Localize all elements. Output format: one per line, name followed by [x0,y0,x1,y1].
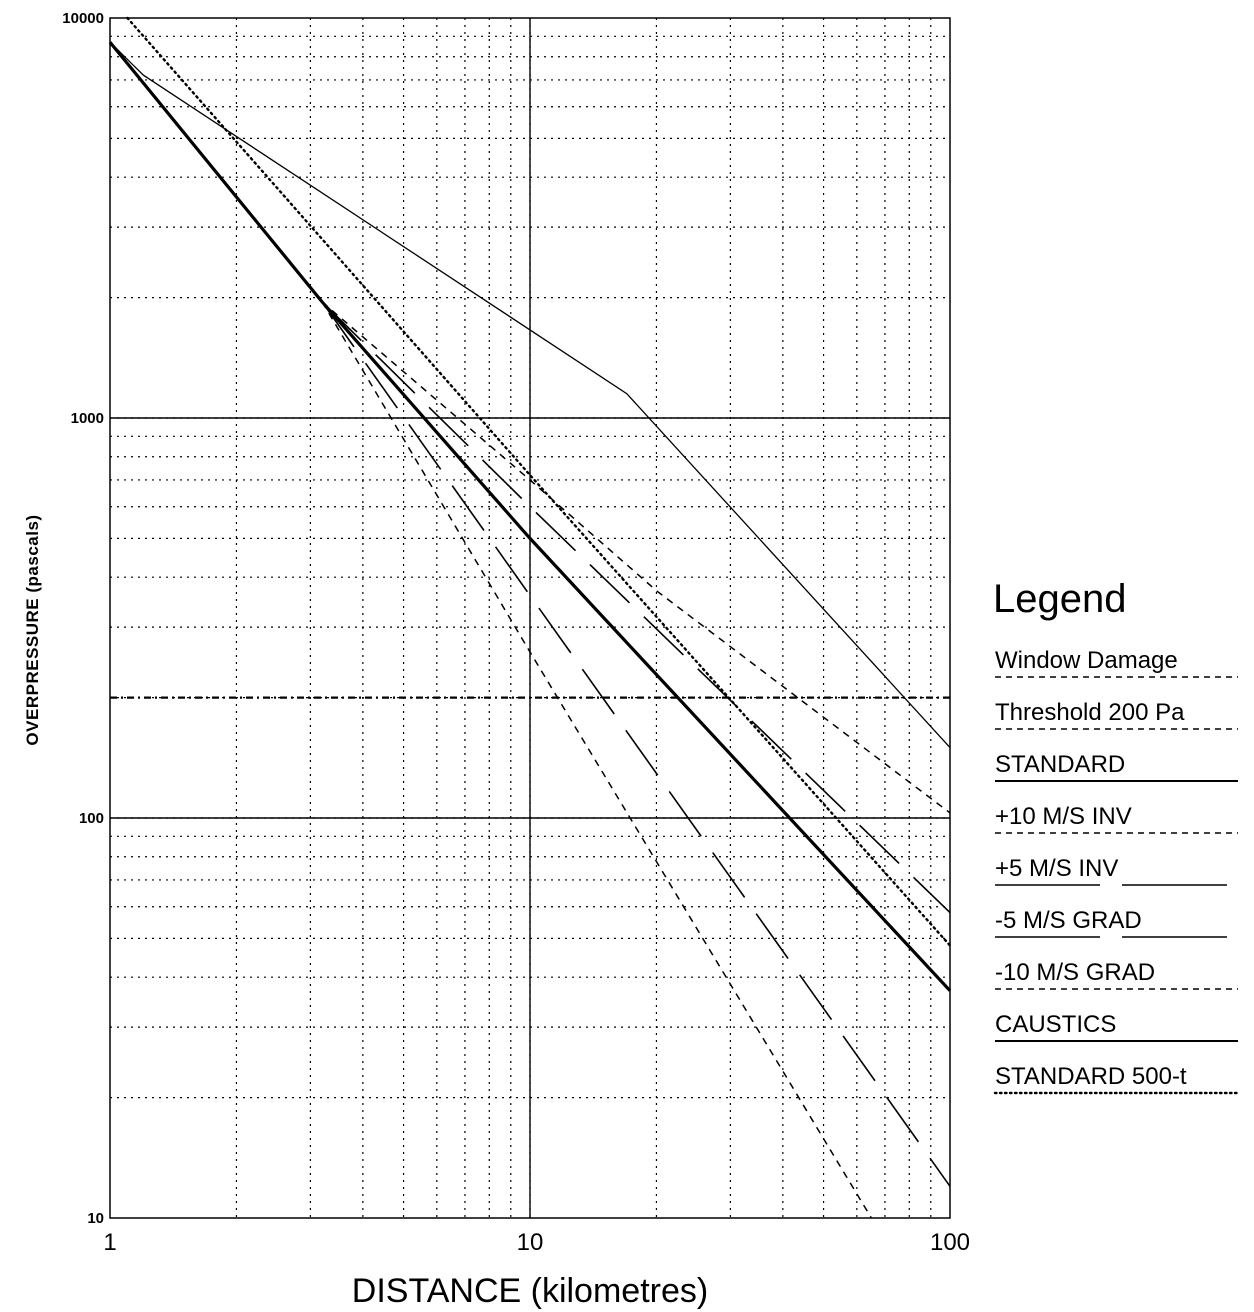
legend-title: Legend [993,577,1126,621]
series-line-6 [321,301,873,1219]
x-tick-label: 1 [103,1229,116,1256]
legend-entry-label: -10 M/S GRAD [995,959,1155,986]
legend-entry-label: STANDARD 500-t [995,1063,1187,1090]
legend-entries: Window Damage Threshold 200 Pa STANDARD +10… [993,647,1238,1095]
legend-entry-label: +5 M/S INV [995,855,1118,882]
plot-frame [109,17,951,1219]
legend-entry-label: CAUSTICS [995,1011,1116,1038]
series-line-3 [321,301,951,814]
legend-entry-label: Window Damage [995,647,1178,674]
y-tick-label: 100 [79,810,104,827]
y-tick-label: 10000 [62,10,104,27]
y-tick-label: 1000 [71,410,104,427]
x-axis-label: DISTANCE (kilometres) [352,1272,708,1310]
series-line-4 [321,301,951,914]
series-line-7 [109,41,951,749]
series-layer [108,16,952,1219]
legend-entry-label: +10 M/S INV [995,803,1132,830]
series-line-5 [321,301,951,1187]
legend-entry-label: STANDARD [995,751,1125,778]
x-tick-label: 10 [517,1229,544,1256]
legend: Legend Window Damage Threshold 200 Pa STAN… [993,577,1238,1095]
legend-entry-label: Threshold 200 Pa [995,699,1185,726]
y-axis-label: OVERPRESSURE (pascals) [23,514,42,745]
series-line-2 [108,41,952,992]
legend-entry-label: -5 M/S GRAD [995,907,1142,934]
x-tick-label: 100 [930,1229,970,1256]
axis-ticks: 1 10 100 10 100 1000 10000 [62,10,970,1256]
series-line-8 [126,16,952,947]
y-tick-label: 10 [87,1210,104,1227]
